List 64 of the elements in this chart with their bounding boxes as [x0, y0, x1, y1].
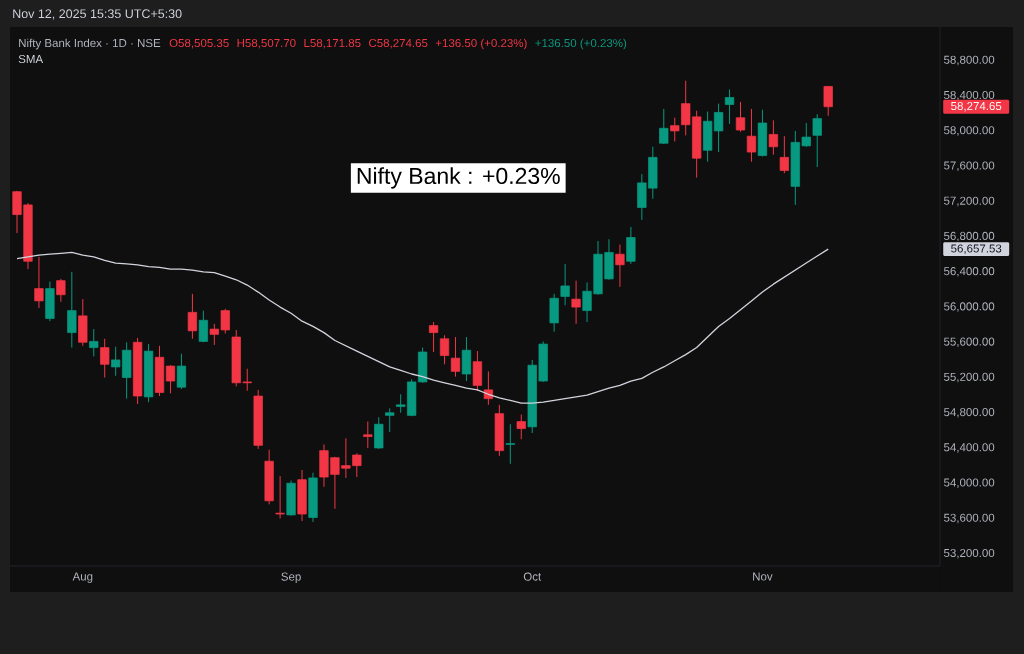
candlestick [659, 108, 669, 145]
candlestick [472, 350, 483, 392]
candlestick [746, 108, 757, 163]
candlestick [385, 407, 395, 433]
candlestick [768, 119, 779, 156]
candlestick [176, 353, 187, 390]
annotation: Nifty Bank : +0.23% [357, 167, 560, 189]
candlestick [626, 226, 636, 265]
candlestick [779, 135, 789, 174]
candlestick [505, 423, 515, 465]
y-tick-label: 57,600.00 [943, 161, 995, 171]
candlestick [198, 310, 208, 343]
text: 56,657.53 [951, 244, 1002, 254]
x-tick-label: Oct [523, 572, 542, 581]
y-tick-label: 54,400.00 [943, 443, 995, 453]
annotation: C58,274.65 [369, 38, 428, 49]
candlestick [363, 421, 373, 449]
candlestick [439, 334, 450, 365]
y-tick-label: 55,600.00 [943, 337, 995, 348]
candlestick [571, 280, 581, 325]
candlestick [34, 256, 44, 309]
y-tick-label: 56,400.00 [943, 267, 995, 277]
x-tick-label: Nov [753, 572, 773, 581]
y-tick-label: 55,200.00 [943, 372, 995, 383]
text: 58,274.65 [951, 101, 1002, 112]
candlestick [615, 244, 625, 288]
y-tick-label: 58,000.00 [943, 126, 995, 136]
candlestick [516, 414, 526, 440]
candlestick [560, 263, 570, 306]
annotation: +136.50 (+0.23%) [535, 38, 627, 50]
x-tick-label: Aug [72, 572, 93, 583]
candlestick [724, 89, 735, 125]
candlestick [812, 113, 822, 168]
candlestick [374, 416, 384, 450]
text: Nifty Bank Index · 1D · NSE [19, 38, 161, 50]
x-tick-label: Sep [281, 572, 301, 583]
candlestick [450, 336, 461, 378]
y-tick-label: 57,200.00 [943, 196, 995, 207]
candlestick [100, 338, 110, 379]
candlestick [735, 101, 746, 133]
candlestick [461, 336, 472, 382]
annotation: H58,507.70 [237, 38, 296, 49]
candlestick [165, 364, 176, 394]
y-tick-label: 58,400.00 [943, 90, 995, 101]
candlestick [275, 475, 285, 519]
text: SMA [18, 54, 44, 64]
annotation: L58,171.85 [304, 38, 361, 49]
y-tick-label: 53,200.00 [943, 548, 995, 559]
y-tick-label: 54,800.00 [943, 408, 995, 418]
candlestick [187, 293, 198, 340]
y-tick-label: 56,000.00 [943, 302, 995, 312]
candlestick [428, 321, 439, 353]
y-tick-label: 58,800.00 [943, 55, 995, 66]
candlestick [823, 85, 833, 117]
candlestick [89, 328, 99, 357]
y-tick-label: 54,000.00 [943, 478, 995, 488]
candlestick [670, 117, 680, 142]
y-tick-label: 53,600.00 [943, 513, 995, 524]
text: Nov 12, 2025 15:35 UTC+5:30 [13, 9, 182, 20]
candlestick [56, 278, 66, 303]
y-tick-label: 56,800.00 [943, 231, 995, 242]
annotation: O58,505.35 [169, 38, 229, 49]
annotation: +136.50 (+0.23%) [435, 38, 527, 50]
candlestick [67, 271, 77, 349]
